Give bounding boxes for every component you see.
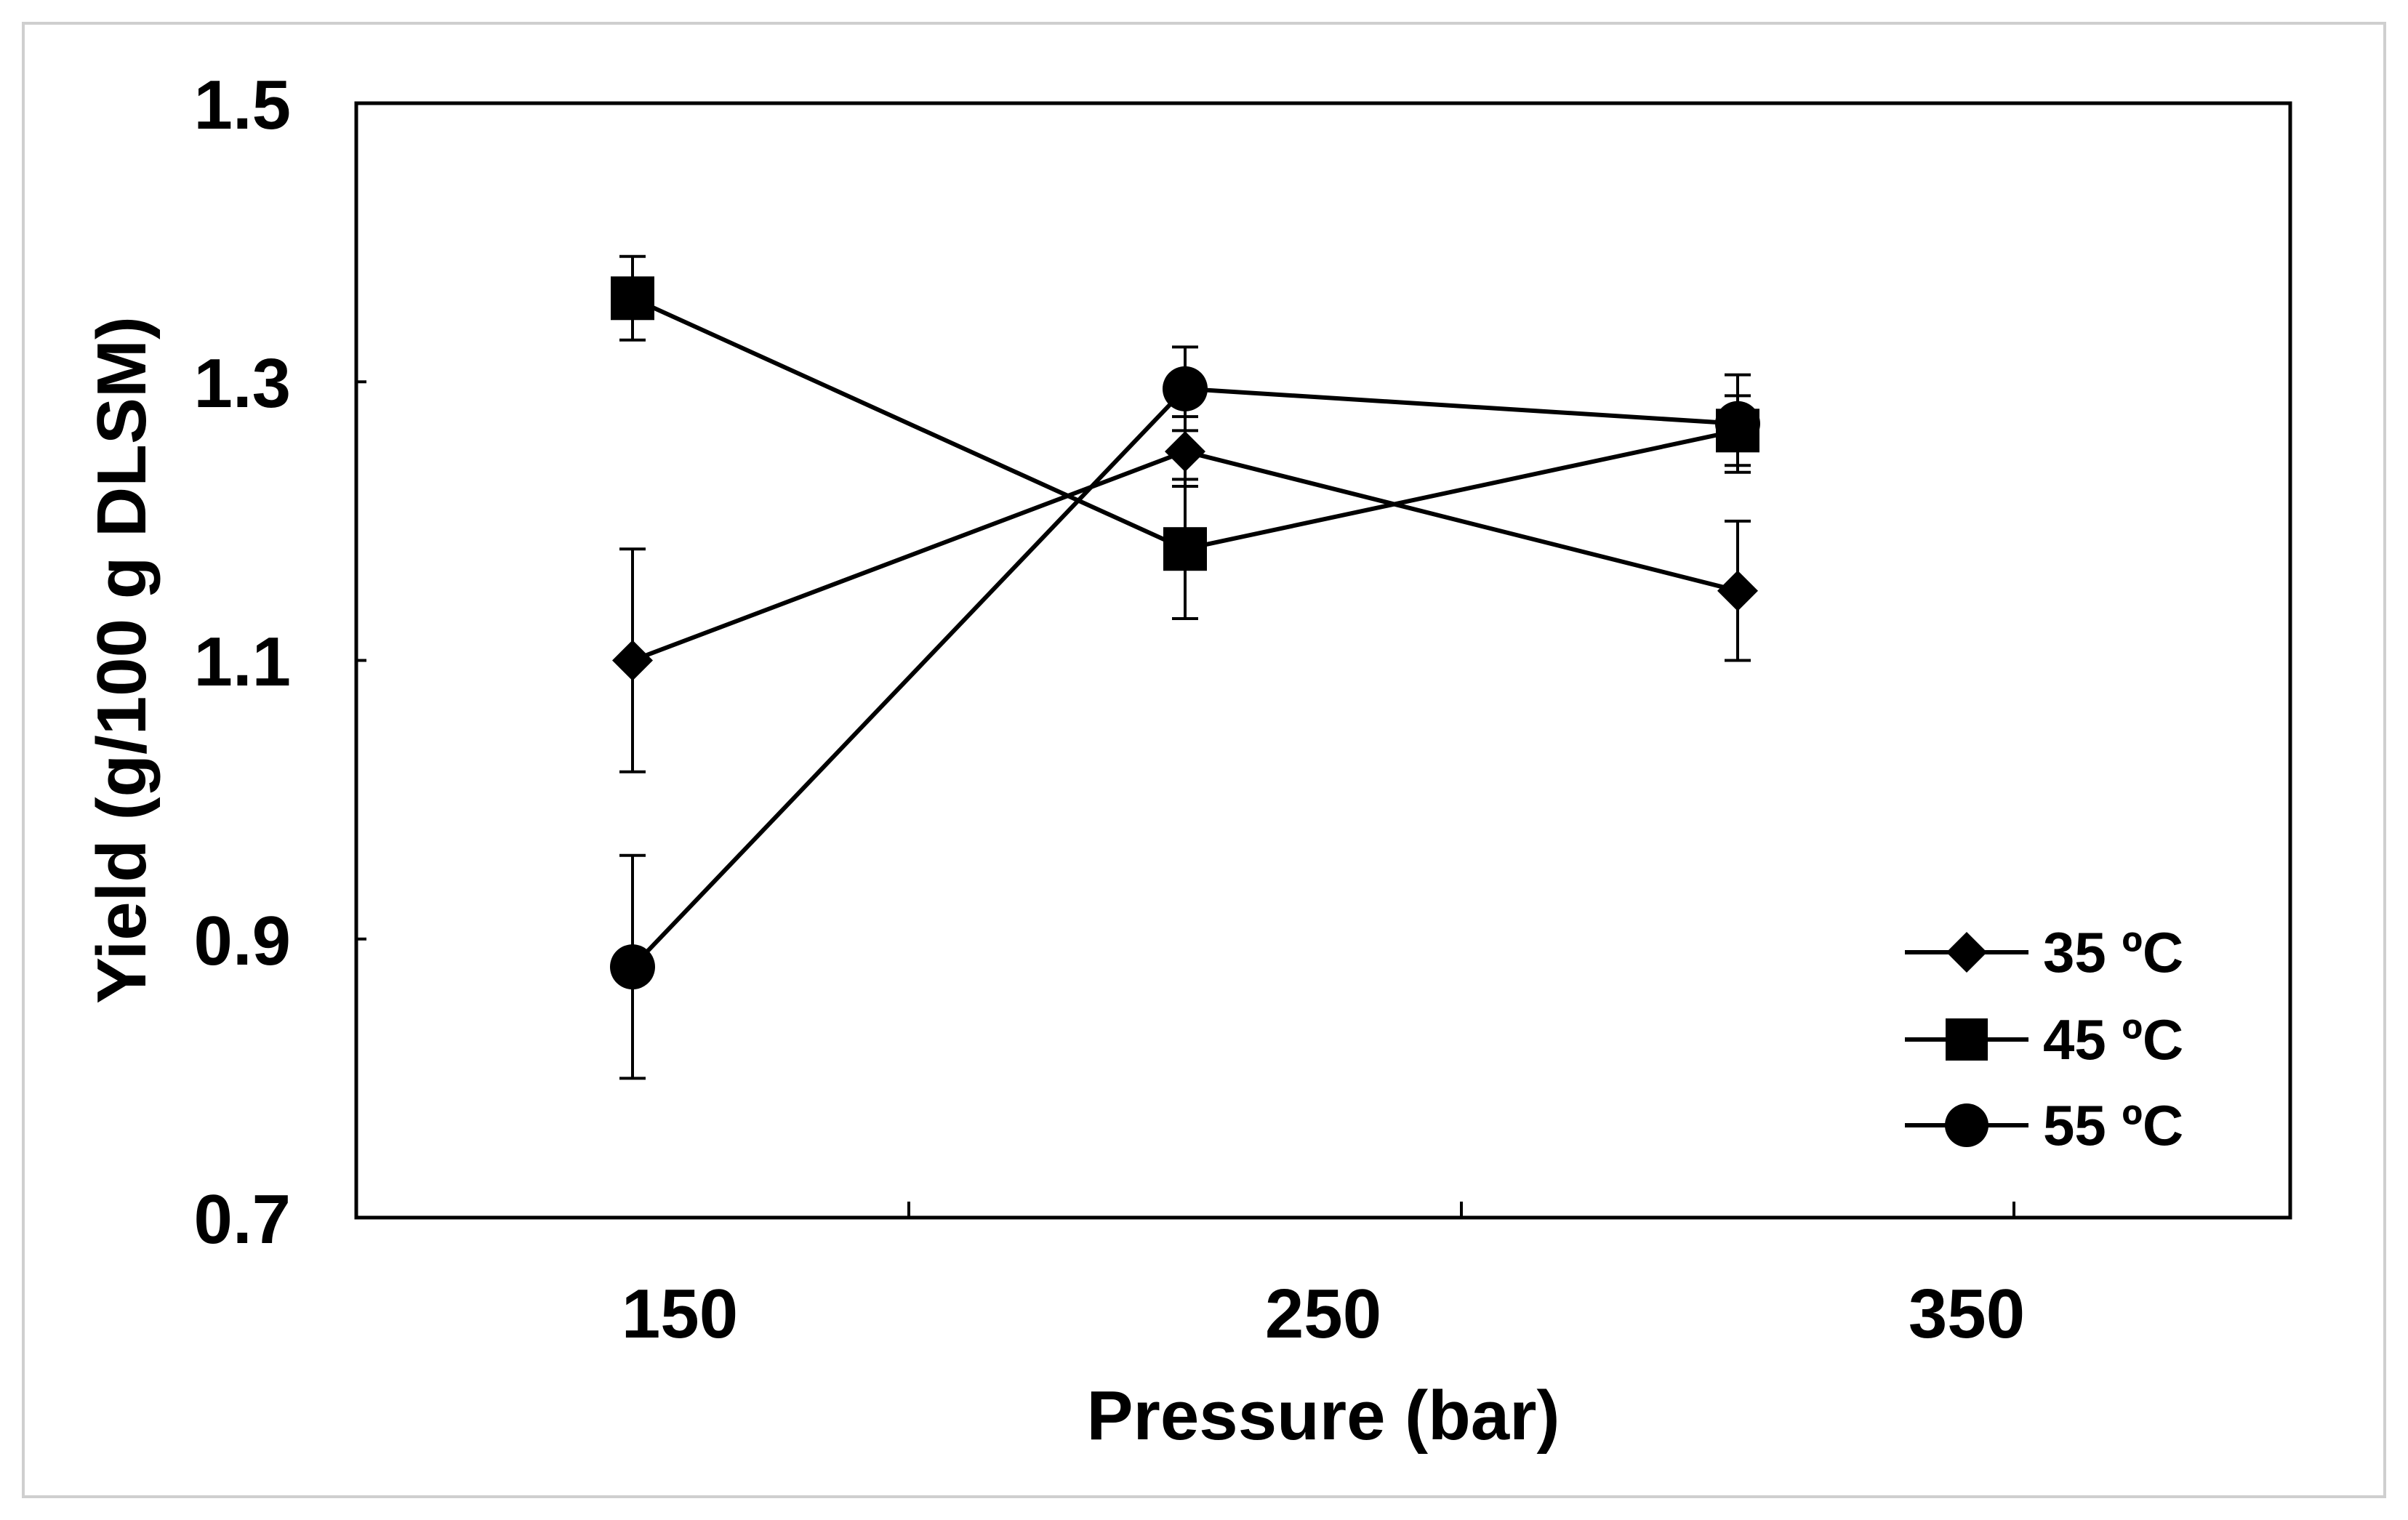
data-point-circle: [610, 944, 655, 990]
y-tick-label: 0.9: [194, 902, 291, 980]
circle-marker-icon: [1945, 1103, 1988, 1147]
x-tick-label: 150: [622, 1275, 738, 1353]
data-point-square: [611, 276, 654, 321]
y-tick-label: 1.5: [194, 66, 291, 144]
legend-label-45: 45 ºC: [2043, 1008, 2183, 1071]
data-point-diamond: [612, 640, 653, 681]
square-marker-icon: [1946, 1018, 1988, 1061]
data-point-diamond: [1717, 570, 1758, 611]
chart-frame: [22, 22, 2386, 1498]
y-axis-title: Yield (g/100 g DLSM): [83, 316, 161, 1004]
x-tick-label: 250: [1265, 1275, 1381, 1353]
series-0: [612, 415, 1758, 773]
legend-label-35: 35 ºC: [2043, 920, 2183, 984]
x-tick-label: 350: [1909, 1275, 2025, 1353]
y-tick-label: 1.3: [194, 345, 291, 422]
y-tick-label: 0.7: [194, 1181, 291, 1258]
diamond-marker-icon: [1946, 932, 1987, 973]
data-point-circle: [1163, 366, 1208, 411]
y-tick-label: 1.1: [194, 623, 291, 701]
legend: 35 ºC 45 ºC 55 ºC: [1905, 920, 2183, 1157]
series-2: [610, 345, 1760, 1080]
data-point-diamond: [1165, 431, 1205, 473]
data-point-square: [1163, 527, 1207, 571]
x-axis-title: Pressure (bar): [1087, 1377, 1560, 1455]
data-point-circle: [1715, 401, 1760, 446]
legend-label-55: 55 ºC: [2043, 1093, 2183, 1157]
